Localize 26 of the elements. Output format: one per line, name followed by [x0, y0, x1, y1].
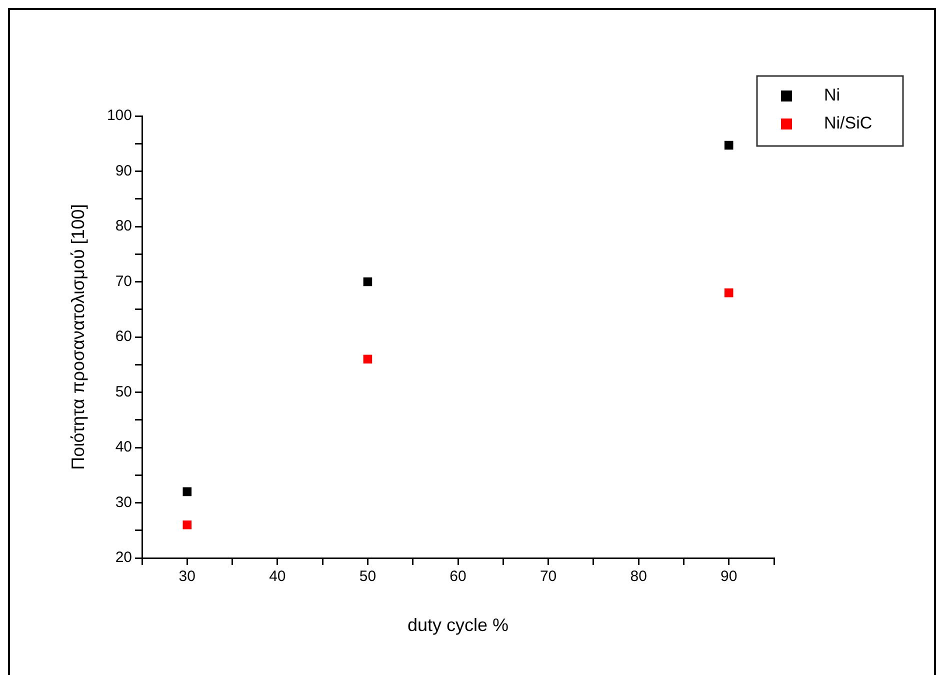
y-axis-title: Ποιότητα προσανατολισμού [100] — [68, 204, 88, 470]
y-tick-label: 70 — [115, 272, 132, 290]
y-tick-label: 50 — [115, 383, 132, 400]
point — [363, 277, 372, 286]
x-axis-title: duty cycle % — [407, 615, 509, 636]
y-tick-label: 20 — [115, 549, 132, 566]
point — [724, 288, 734, 298]
point — [724, 140, 734, 150]
point — [363, 354, 372, 364]
x-tick-label: 60 — [450, 568, 466, 586]
legend-label: Ni — [824, 86, 840, 105]
legend-label: Ni/SiC — [824, 114, 872, 133]
y-tick-label: 80 — [115, 218, 132, 235]
point — [182, 520, 192, 530]
y-tick-label: 90 — [115, 162, 132, 180]
x-tick-label: 40 — [269, 568, 286, 586]
x-tick-label: 90 — [720, 568, 738, 586]
x-tick-label: 70 — [540, 568, 557, 586]
y-tick-label: 30 — [115, 494, 132, 511]
x-tick-label: 50 — [359, 568, 376, 586]
y-tick-label: 60 — [115, 328, 132, 346]
point — [182, 487, 192, 496]
x-tick-label: 30 — [178, 568, 196, 586]
x-tick-label: 80 — [630, 568, 647, 586]
y-tick-label: 40 — [115, 438, 132, 456]
y-tick-label: 100 — [106, 107, 132, 124]
